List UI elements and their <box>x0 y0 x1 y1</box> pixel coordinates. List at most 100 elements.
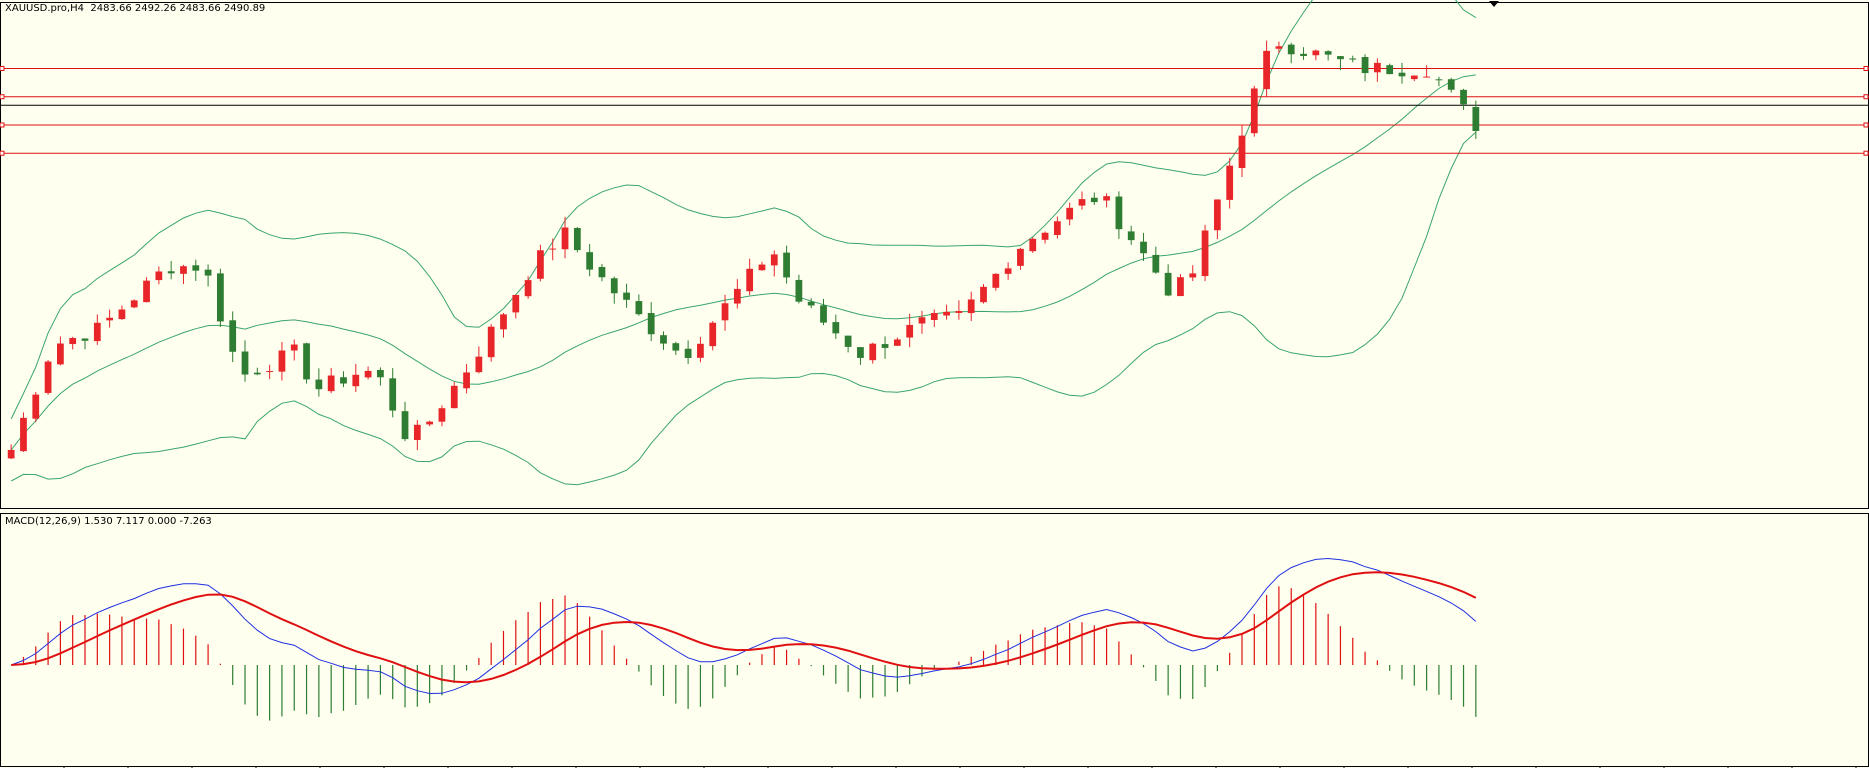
candle-body <box>709 322 717 347</box>
candle-body <box>1177 277 1184 297</box>
candle-body <box>820 305 827 323</box>
candle-body <box>733 288 741 304</box>
candle-body <box>93 322 101 342</box>
candle-body <box>758 264 766 271</box>
candle-body <box>832 322 840 334</box>
candle-body <box>586 252 594 270</box>
candle-body <box>1349 58 1357 60</box>
candle-body <box>573 227 581 251</box>
candle-body <box>844 335 852 347</box>
macd-line <box>11 557 1477 695</box>
candle-body <box>561 227 569 250</box>
price-panel-frame <box>0 2 1869 509</box>
candle-body <box>992 273 1000 288</box>
candle-body <box>549 248 557 250</box>
candle-body <box>795 279 803 302</box>
candle-body <box>266 371 274 373</box>
candle-body <box>155 271 163 281</box>
price-panel-title: XAUUSD.pro,H4 2483.66 2492.26 2483.66 24… <box>5 3 265 14</box>
candle-body <box>118 309 126 320</box>
candle-body <box>1103 196 1110 201</box>
candle-body <box>918 317 926 324</box>
candle-body <box>623 292 630 300</box>
candle-body <box>1004 268 1012 274</box>
candle-body <box>278 350 286 372</box>
level-handle-right <box>1863 94 1869 100</box>
candle-body <box>1078 199 1086 206</box>
candle-body <box>770 254 778 266</box>
candle-body <box>290 344 298 351</box>
candle-body <box>130 300 138 308</box>
candle-body <box>475 356 483 373</box>
level-handle-right <box>1863 150 1869 156</box>
candle-body <box>1115 196 1123 230</box>
candle-body <box>1410 75 1418 80</box>
candle-body <box>438 408 446 422</box>
level-handle-left <box>0 94 5 100</box>
candle-body <box>1263 50 1270 90</box>
candle-body <box>106 317 114 321</box>
candle-body <box>660 335 667 344</box>
candle-body <box>1361 57 1369 74</box>
candle-body <box>635 301 643 315</box>
macd-panel-frame <box>0 513 1869 767</box>
candle-body <box>1337 56 1344 60</box>
candle-body <box>1189 273 1197 278</box>
shift-marker-icon[interactable] <box>1489 1 1499 7</box>
macd-name-label: MACD(12,26,9) <box>5 516 81 527</box>
candle-body <box>943 311 950 316</box>
candle-body <box>1324 51 1332 55</box>
candle-body <box>389 378 397 411</box>
candle-body <box>1275 46 1283 49</box>
candle-body <box>1164 272 1172 296</box>
candle-body <box>20 417 27 452</box>
level-handle-right <box>1863 122 1869 128</box>
macd-values-readout: 1.530 7.117 0.000 -7.263 <box>84 516 212 527</box>
candle-body <box>807 301 815 306</box>
candle-body <box>1472 106 1480 131</box>
level-handle-left <box>0 122 5 128</box>
candle-body <box>69 337 77 345</box>
candle-body <box>857 347 864 358</box>
candle-body <box>1090 197 1098 203</box>
candle-body <box>721 303 729 321</box>
candle-body <box>315 379 323 390</box>
candle-body <box>229 320 237 352</box>
candle-body <box>1201 230 1209 277</box>
candle-body <box>1398 72 1406 77</box>
candle-body <box>610 278 618 294</box>
candle-body <box>647 313 655 335</box>
ohlc-readout: 2483.66 2492.26 2483.66 2490.89 <box>90 3 266 14</box>
level-handle-right <box>1863 65 1869 71</box>
candle-body <box>32 394 40 419</box>
candle-body <box>955 311 963 313</box>
candle-body <box>204 269 212 276</box>
candle-body <box>487 326 495 358</box>
candle-body <box>167 271 175 274</box>
candle-body <box>1029 238 1037 252</box>
candle-body <box>253 372 261 375</box>
candle-body <box>1250 88 1258 134</box>
candle-body <box>906 324 914 338</box>
candle-body <box>1373 62 1381 73</box>
candle-body <box>1053 221 1061 236</box>
candle-body <box>1226 165 1234 200</box>
candle-body <box>1127 231 1135 241</box>
candle-body <box>241 351 249 375</box>
candle-body <box>1447 79 1455 90</box>
candle-body <box>684 348 692 358</box>
candle-body <box>7 449 15 459</box>
candle-body <box>450 385 458 409</box>
candle-body <box>980 286 987 303</box>
candle-body <box>1140 241 1147 254</box>
candle-body <box>340 377 347 384</box>
candle-body <box>1386 65 1394 75</box>
candle-body <box>57 343 64 365</box>
candle-body <box>44 361 52 393</box>
candle-body <box>967 299 975 314</box>
candle-body <box>1017 248 1024 266</box>
candle-body <box>697 343 704 358</box>
candle-body <box>512 294 520 313</box>
